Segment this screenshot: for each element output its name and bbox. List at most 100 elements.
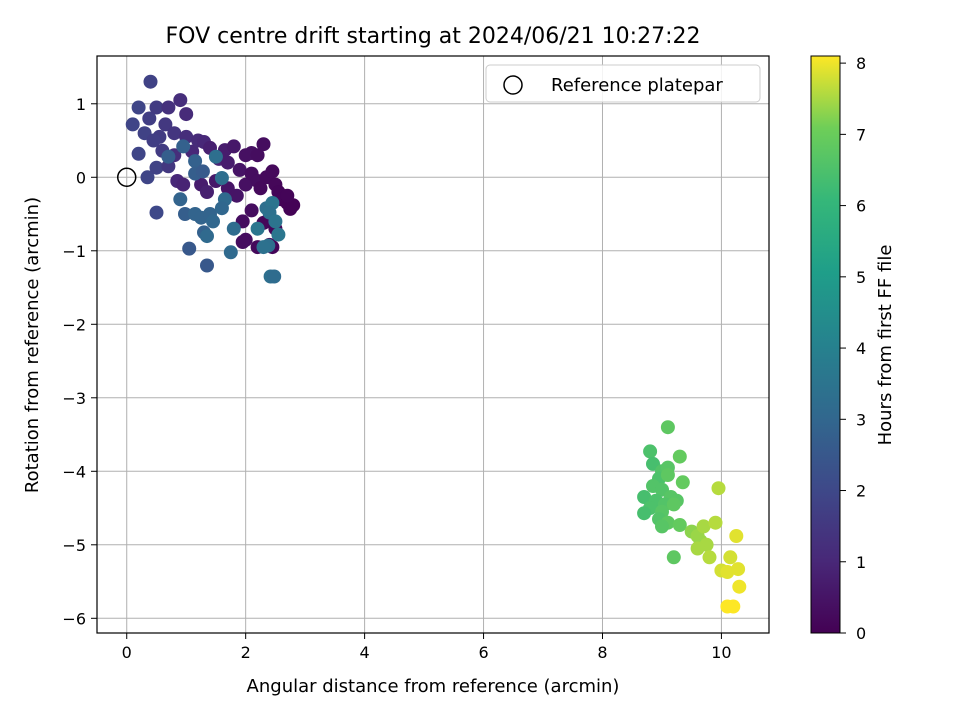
colorbar-tick-label: 5 [856, 268, 866, 287]
data-point [726, 599, 741, 614]
data-point [158, 117, 173, 132]
data-point [142, 111, 157, 126]
colorbar: 0 1 2 3 4 5 6 7 8 Hours from first FF file [810, 54, 896, 643]
data-point [655, 519, 669, 534]
data-point [223, 245, 238, 260]
data-point [637, 490, 652, 504]
data-point [732, 579, 747, 594]
data-point [731, 562, 746, 577]
y-tick-label: −4 [62, 462, 86, 481]
data-point [660, 468, 675, 482]
data-point [214, 171, 229, 185]
data-point [271, 227, 286, 242]
data-point [226, 221, 241, 236]
legend-label: Reference platepar [551, 75, 723, 96]
x-tick-label: 2 [241, 643, 251, 662]
chart-title: FOV centre drift starting at 2024/06/21 … [166, 24, 701, 49]
colorbar-label: Hours from first FF file [875, 245, 896, 446]
data-point [195, 164, 210, 179]
data-point [711, 481, 726, 496]
x-tick-label: 8 [597, 643, 607, 662]
data-point [265, 164, 280, 179]
colorbar-ticks: 0 1 2 3 4 5 6 7 8 [840, 54, 866, 643]
data-point [729, 529, 744, 543]
data-point [161, 149, 176, 164]
colorbar-tick-label: 4 [856, 339, 866, 358]
data-point [235, 235, 250, 249]
data-point [161, 159, 176, 174]
colorbar-tick-label: 6 [856, 197, 866, 216]
y-axis-label: Rotation from reference (arcmin) [22, 197, 43, 493]
data-point [125, 117, 140, 132]
colorbar-tick-label: 1 [856, 553, 866, 572]
data-point [131, 100, 146, 115]
data-point [675, 475, 690, 490]
data-point [178, 207, 192, 221]
data-point [200, 185, 214, 199]
data-point [280, 188, 295, 203]
colorbar-tick-label: 8 [856, 54, 866, 73]
data-point [226, 139, 241, 154]
data-point [253, 181, 268, 196]
data-point [173, 192, 188, 207]
data-point [149, 160, 164, 175]
data-point [131, 146, 146, 161]
y-tick-label: −6 [62, 609, 86, 628]
data-point [176, 177, 191, 192]
y-tick-label: −3 [62, 389, 86, 408]
data-point [672, 518, 687, 532]
data-point [167, 126, 182, 141]
y-tick-label: −2 [62, 315, 86, 334]
data-point [149, 205, 164, 220]
data-point [149, 100, 164, 115]
data-point [690, 541, 705, 556]
data-point [256, 137, 271, 152]
data-point [666, 497, 681, 512]
data-point [146, 133, 161, 148]
data-point [672, 449, 687, 464]
y-tick-label: −1 [62, 242, 86, 261]
data-point [238, 177, 253, 192]
data-point [643, 444, 658, 459]
data-point [244, 203, 259, 218]
colorbar-tick-label: 3 [856, 410, 866, 429]
colorbar-gradient [810, 55, 841, 634]
data-point [696, 519, 711, 534]
colorbar-tick-label: 2 [856, 482, 866, 501]
legend-box [485, 64, 761, 103]
legend: Reference platepar [485, 64, 761, 103]
data-point [143, 74, 158, 89]
data-point [161, 100, 176, 115]
data-point [188, 154, 203, 169]
data-point [268, 214, 283, 229]
data-point [660, 420, 675, 435]
x-tick-label: 4 [360, 643, 370, 662]
y-tick-label: 1 [76, 95, 86, 114]
data-point [250, 221, 265, 236]
data-point [637, 506, 652, 521]
data-point [232, 162, 247, 177]
data-point [720, 565, 735, 579]
data-point [208, 149, 223, 164]
legend-marker-icon [503, 75, 523, 95]
plot-frame [96, 55, 770, 634]
data-point [182, 241, 197, 256]
x-axis-label: Angular distance from reference (arcmin) [247, 676, 620, 697]
data-point [173, 93, 188, 108]
x-tick-label: 6 [478, 643, 488, 662]
data-point [179, 107, 194, 122]
y-tick-label: −5 [62, 536, 86, 555]
data-point [723, 550, 738, 565]
data-point [256, 240, 271, 255]
y-tick-label: 0 [76, 168, 86, 187]
x-tick-label: 0 [122, 643, 132, 662]
data-point [702, 550, 717, 565]
grid [97, 56, 769, 633]
data-point [200, 229, 214, 244]
data-point [708, 515, 723, 530]
data-point [250, 148, 265, 163]
data-point [176, 139, 191, 154]
